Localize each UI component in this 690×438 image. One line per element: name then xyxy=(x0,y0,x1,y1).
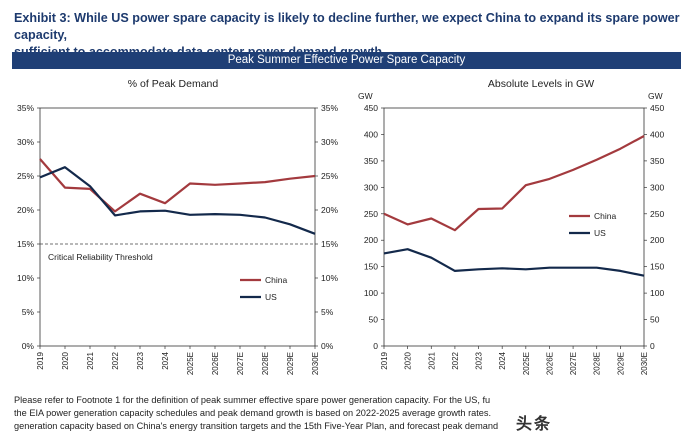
footnote: Please refer to Footnote 1 for the defin… xyxy=(14,394,674,433)
x-tick-label: 2025E xyxy=(186,352,195,375)
y-tick-label-left: 250 xyxy=(364,209,378,219)
legend-label-china: China xyxy=(265,275,287,285)
x-tick-label: 2026E xyxy=(545,352,554,375)
y-tick-label-right: 25% xyxy=(321,171,338,181)
y-tick-label-left: 10% xyxy=(17,273,34,283)
x-tick-label: 2022 xyxy=(111,351,120,369)
legend-label-us: US xyxy=(265,292,277,302)
y-tick-label-left: 0% xyxy=(22,341,35,351)
y-tick-label-right: 0 xyxy=(650,341,655,351)
x-tick-label: 2026E xyxy=(211,352,220,375)
y-tick-label-right: 15% xyxy=(321,239,338,249)
x-tick-label: 2021 xyxy=(427,351,436,369)
footnote-line-1: Please refer to Footnote 1 for the defin… xyxy=(14,395,491,405)
y-tick-label-right: 35% xyxy=(321,103,338,113)
footnote-line-3: generation capacity based on China's ene… xyxy=(14,421,499,431)
x-tick-label: 2027E xyxy=(569,352,578,375)
y-axis-unit-right: GW xyxy=(648,91,663,101)
exhibit-title-line-1: Exhibit 3: While US power spare capacity… xyxy=(14,11,680,42)
y-tick-label-left: 20% xyxy=(17,205,34,215)
y-tick-label-right: 20% xyxy=(321,205,338,215)
y-axis-unit-left: GW xyxy=(358,91,373,101)
y-tick-label-left: 400 xyxy=(364,129,378,139)
x-tick-label: 2023 xyxy=(136,351,145,369)
series-line-us xyxy=(383,248,645,277)
y-tick-label-right: 30% xyxy=(321,137,338,147)
y-tick-label-right: 250 xyxy=(650,209,664,219)
y-tick-label-right: 10% xyxy=(321,273,338,283)
x-tick-label: 2029E xyxy=(616,352,625,375)
y-tick-label-right: 200 xyxy=(650,235,664,245)
x-tick-label: 2022 xyxy=(451,351,460,369)
x-tick-label: 2027E xyxy=(236,352,245,375)
x-tick-label: 2030E xyxy=(311,352,320,375)
watermark-text: 头条 xyxy=(516,416,553,433)
x-tick-label: 2020 xyxy=(61,351,70,369)
x-tick-label: 2028E xyxy=(593,352,602,375)
x-tick-label: 2020 xyxy=(404,351,413,369)
legend-label-us: US xyxy=(594,228,606,238)
plot-frame xyxy=(39,107,316,347)
chart-banner: Peak Summer Effective Power Spare Capaci… xyxy=(12,52,681,69)
y-tick-label-right: 350 xyxy=(650,156,664,166)
legend-label-china: China xyxy=(594,211,616,221)
y-tick-label-right: 50 xyxy=(650,315,660,325)
y-tick-label-left: 100 xyxy=(364,288,378,298)
y-tick-label-right: 0% xyxy=(321,341,334,351)
x-tick-label: 2021 xyxy=(86,351,95,369)
x-tick-label: 2023 xyxy=(475,351,484,369)
y-tick-label-left: 200 xyxy=(364,235,378,245)
x-tick-label: 2025E xyxy=(522,352,531,375)
chart-title: Absolute Levels in GW xyxy=(488,78,594,90)
x-tick-label: 2028E xyxy=(261,352,270,375)
threshold-label: Critical Reliability Threshold xyxy=(48,252,153,262)
y-tick-label-right: 300 xyxy=(650,182,664,192)
y-tick-label-right: 150 xyxy=(650,262,664,272)
y-tick-label-left: 450 xyxy=(364,103,378,113)
x-tick-label: 2024 xyxy=(161,351,170,369)
y-tick-label-left: 15% xyxy=(17,239,34,249)
x-tick-label: 2024 xyxy=(498,351,507,369)
footnote-line-2: the EIA power generation capacity schedu… xyxy=(14,408,492,418)
plot-frame xyxy=(383,107,645,347)
series-line-china xyxy=(383,135,645,232)
y-tick-label-left: 350 xyxy=(364,156,378,166)
chart-title: % of Peak Demand xyxy=(128,78,219,90)
y-tick-label-left: 150 xyxy=(364,262,378,272)
y-tick-label-left: 0 xyxy=(373,341,378,351)
y-tick-label-left: 50 xyxy=(369,315,379,325)
y-tick-label-right: 100 xyxy=(650,288,664,298)
y-tick-label-right: 5% xyxy=(321,307,334,317)
series-line-china xyxy=(39,158,316,213)
x-tick-label: 2019 xyxy=(380,351,389,369)
chart-absolute-levels-gw: Absolute Levels in GW GW GW 0 0 50 50 100 100 150… xyxy=(358,78,664,375)
y-tick-label-left: 35% xyxy=(17,103,34,113)
series-line-us xyxy=(39,166,316,235)
y-tick-label-left: 25% xyxy=(17,171,34,181)
x-tick-label: 2029E xyxy=(286,352,295,375)
y-tick-label-right: 450 xyxy=(650,103,664,113)
y-tick-label-left: 5% xyxy=(22,307,35,317)
chart-percent-of-peak-demand: % of Peak Demand 0% 0% 5% 5% 10% 10% 15% 15% 20% 2… xyxy=(17,78,338,375)
y-tick-label-right: 400 xyxy=(650,129,664,139)
y-tick-label-left: 30% xyxy=(17,137,34,147)
x-tick-label: 2030E xyxy=(640,352,649,375)
watermark-overlay xyxy=(498,405,688,438)
y-tick-label-left: 300 xyxy=(364,182,378,192)
x-tick-label: 2019 xyxy=(36,351,45,369)
